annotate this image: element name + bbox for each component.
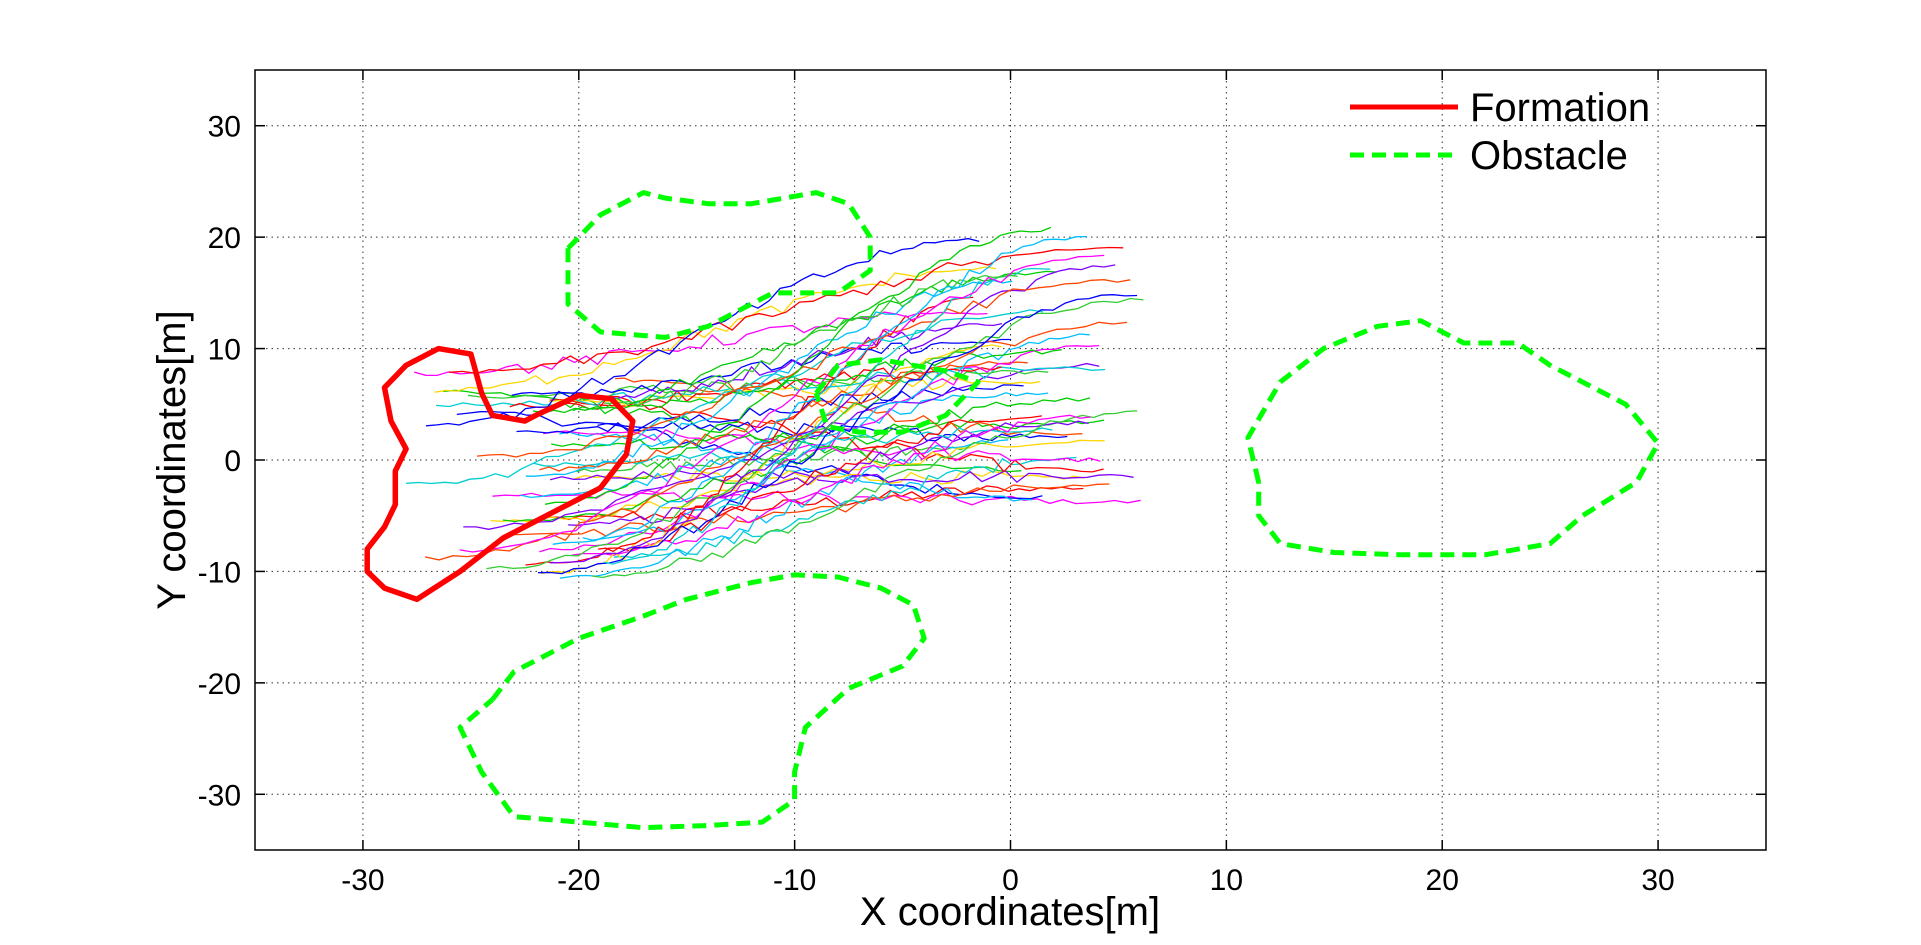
x-tick-label: -20 — [557, 864, 600, 897]
trajectory-line — [525, 415, 1042, 566]
y-tick-label: 0 — [224, 445, 241, 478]
y-tick-label: -30 — [198, 779, 241, 812]
trajectory-line — [525, 279, 1013, 477]
trajectory-line — [572, 349, 1062, 412]
trajectory-line — [476, 279, 1131, 458]
trajectory-line — [613, 456, 1077, 559]
trajectory-line — [559, 439, 1009, 579]
y-axis-label: Y coordinates[m] — [150, 310, 194, 609]
trajectory-line — [548, 376, 1041, 408]
trajectory-line — [576, 445, 969, 473]
trajectory-line — [547, 485, 1084, 521]
trajectory-line — [552, 235, 1087, 545]
x-axis-label: X coordinates[m] — [860, 890, 1160, 934]
trajectory-line — [592, 410, 1138, 579]
trajectory-line — [463, 362, 1100, 530]
trajectory-line — [516, 384, 1024, 434]
trajectory-line — [544, 226, 1052, 505]
trajectory-line — [414, 311, 988, 377]
obstacles — [457, 190, 1661, 831]
trajectory-line — [467, 369, 1049, 401]
trajectory-line — [459, 254, 1105, 553]
trajectory-line — [511, 338, 1012, 397]
obstacle-outline — [457, 572, 927, 831]
x-tick-label: 10 — [1210, 864, 1243, 897]
obstacle-outline — [813, 357, 981, 435]
trajectory-line — [532, 270, 1057, 414]
obstacle-outline — [565, 190, 873, 340]
grid — [255, 70, 1766, 850]
trajectory-line — [604, 274, 1018, 406]
legend-label: Formation — [1470, 86, 1650, 130]
formation — [364, 345, 636, 603]
trajectory-line — [549, 469, 1134, 485]
x-tick-label: 0 — [1002, 864, 1019, 897]
y-tick-label: -20 — [198, 668, 241, 701]
trajectory-line — [603, 267, 1051, 565]
y-tick-label: 10 — [208, 334, 241, 367]
y-tick-label: 30 — [208, 111, 241, 144]
trajectory-line — [549, 264, 1116, 564]
trajectory-line — [502, 397, 1091, 523]
trajectory-line — [448, 246, 1124, 374]
ticks: -30 -20 -10 0 10 20 30 -30 -20 -10 0 10 20 30 — [198, 70, 1766, 897]
legend-label: Obstacle — [1470, 134, 1628, 178]
x-tick-label: 30 — [1641, 864, 1674, 897]
y-tick-label: 20 — [208, 222, 241, 255]
y-tick-label: -10 — [198, 556, 241, 589]
obstacle-outline — [1245, 318, 1661, 558]
x-tick-label: 20 — [1426, 864, 1459, 897]
x-tick-label: -30 — [341, 864, 384, 897]
trajectory-line — [539, 344, 1100, 553]
trajectory-line — [584, 322, 1003, 400]
x-tick-label: -10 — [773, 864, 816, 897]
trajectory-line — [434, 266, 997, 393]
trajectory-line — [406, 309, 1044, 485]
formation-outline — [364, 345, 636, 603]
trajectories — [406, 226, 1144, 579]
